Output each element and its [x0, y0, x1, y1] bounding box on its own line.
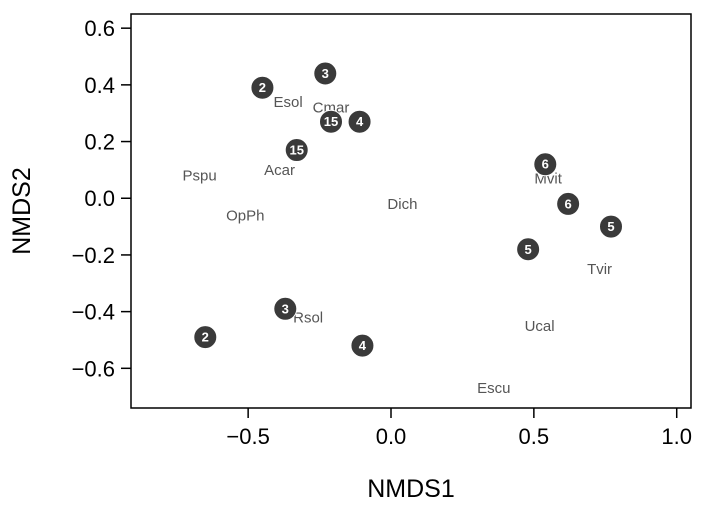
site-point: 6 — [533, 152, 558, 177]
site-number: 15 — [324, 114, 338, 129]
site-marker — [250, 75, 275, 100]
species-label: Cmar — [313, 100, 350, 117]
site-number: 6 — [565, 196, 572, 211]
site-marker — [193, 325, 218, 350]
species-label: Tvir — [587, 261, 612, 278]
site-points: 2 3 15 4 15 6 6 5 5 3 2 4 — [193, 61, 623, 358]
site-number: 6 — [542, 157, 549, 172]
site-number: 2 — [202, 330, 209, 345]
x-tick-label: −0.5 — [226, 424, 269, 449]
site-number: 3 — [322, 66, 329, 81]
site-number: 5 — [607, 219, 614, 234]
plot-frame — [130, 13, 692, 409]
site-point: 5 — [516, 237, 541, 262]
species-label: Dich — [387, 196, 417, 213]
site-point: 3 — [313, 61, 338, 86]
site-point: 15 — [284, 138, 309, 163]
site-number: 4 — [356, 114, 364, 129]
species-label: Esol — [274, 94, 303, 111]
site-number: 3 — [282, 301, 289, 316]
site-number: 5 — [525, 242, 532, 257]
site-marker — [273, 296, 298, 321]
x-axis: −0.5 0.0 0.5 1.0 — [226, 408, 692, 449]
site-point: 6 — [556, 191, 581, 216]
y-tick-label: 0.4 — [84, 73, 115, 98]
x-tick-label: 0.0 — [376, 424, 407, 449]
site-point: 3 — [273, 296, 298, 321]
site-marker — [313, 61, 338, 86]
x-tick-label: 0.5 — [519, 424, 550, 449]
y-tick-label: −0.6 — [72, 356, 115, 381]
x-axis-title: NMDS1 — [367, 475, 455, 503]
site-point: 4 — [350, 333, 375, 358]
site-marker — [599, 214, 623, 239]
y-tick-label: 0.6 — [84, 16, 115, 41]
y-tick-label: −0.4 — [72, 300, 115, 325]
species-label: OpPh — [226, 207, 264, 224]
site-point: 5 — [599, 214, 623, 239]
site-point: 4 — [347, 109, 372, 134]
site-marker — [347, 109, 372, 134]
species-label: Pspu — [182, 168, 216, 185]
site-point: 2 — [193, 325, 218, 350]
y-axis-title: NMDS2 — [8, 167, 36, 255]
y-tick-label: −0.2 — [72, 243, 115, 268]
site-number: 4 — [359, 338, 367, 353]
y-tick-label: 0.0 — [84, 186, 115, 211]
site-number: 2 — [259, 80, 266, 95]
y-axis: −0.6 −0.4 −0.2 0.0 0.2 0.4 0.6 — [72, 16, 131, 381]
site-marker — [350, 333, 375, 358]
site-number: 15 — [289, 143, 303, 158]
site-marker — [533, 152, 558, 177]
species-label: Escu — [477, 380, 510, 397]
site-point: 2 — [250, 75, 275, 100]
species-label: Ucal — [525, 318, 555, 335]
x-tick-label: 1.0 — [661, 424, 692, 449]
site-marker — [556, 191, 581, 216]
site-marker — [284, 138, 309, 163]
site-point: 15 — [319, 109, 343, 134]
species-label: Acar — [264, 162, 295, 179]
y-tick-label: 0.2 — [84, 130, 115, 155]
site-marker — [319, 109, 343, 134]
species-label: Rsol — [293, 309, 323, 326]
site-marker — [516, 237, 541, 262]
